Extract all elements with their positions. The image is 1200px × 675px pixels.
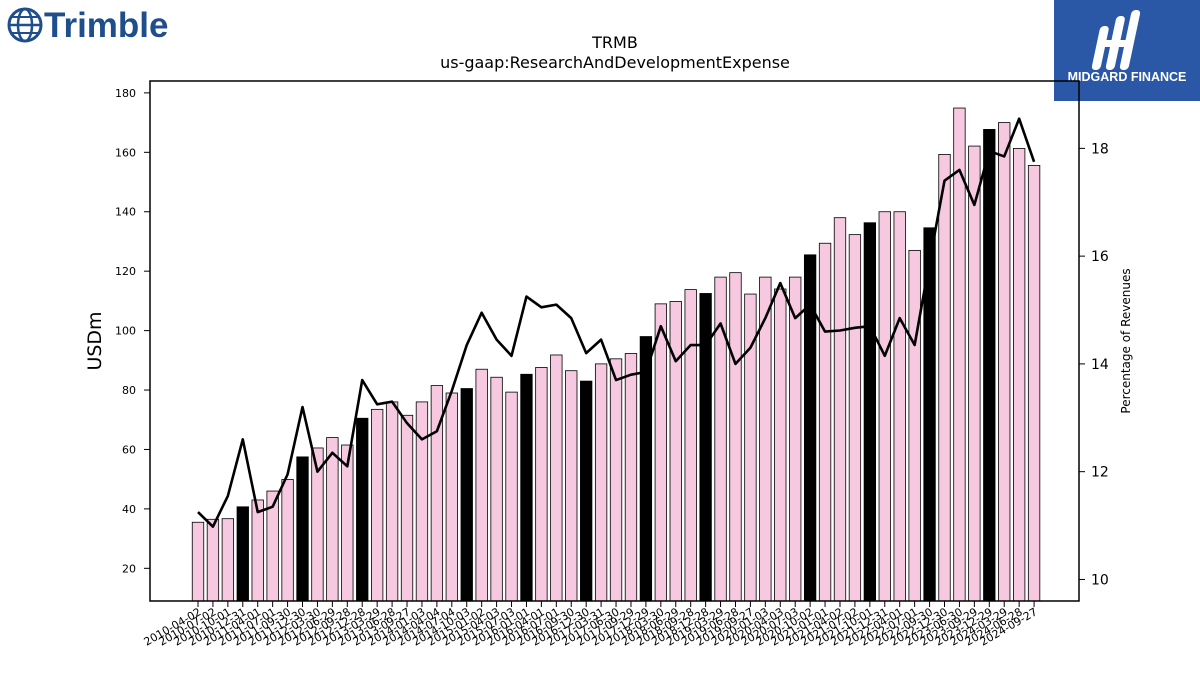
bar-2021-12-31: [878, 211, 891, 602]
bar-2023-12-29: [983, 129, 996, 602]
bars-layer: [191, 107, 1041, 602]
bar-2021-07-02: [848, 234, 862, 602]
bar-2019-06-28: [729, 272, 742, 602]
chart-title: TRMB: [591, 33, 638, 52]
trimble-logo: Trimble: [7, 6, 168, 45]
bar-2011-04-01: [251, 499, 264, 602]
y-tick-label: 100: [115, 325, 136, 338]
y2-tick-label: 14: [1091, 357, 1109, 373]
y-tick-label: 180: [115, 87, 136, 100]
bar-2013-06-28: [385, 401, 399, 602]
bar-2016-01-01: [520, 373, 533, 602]
chart-subtitle: us-gaap:ResearchAndDevelopmentExpense: [440, 53, 790, 72]
y-tick-label: 120: [115, 265, 136, 278]
bar-2017-03-31: [594, 363, 608, 602]
bar-2012-06-29: [326, 437, 339, 602]
bar-2013-09-27: [400, 414, 414, 602]
bar-2010-10-01: [221, 518, 235, 602]
y2-tick-label: 12: [1091, 465, 1109, 481]
bar-2011-09-30: [281, 479, 294, 602]
bar-2014-01-03: [415, 401, 429, 602]
bar-2022-04-01: [893, 211, 906, 602]
plot-frame: [149, 80, 1080, 602]
y-tick-label: 20: [122, 562, 136, 575]
midgard-mark-icon: MIDGARD FINANCE: [1068, 10, 1187, 84]
bar-2020-07-03: [789, 276, 802, 602]
percentage-of-revenues-line: [197, 117, 1036, 528]
bar-2015-07-03: [505, 391, 518, 602]
bar-2010-04-02: [191, 521, 205, 602]
globe-icon: [7, 7, 43, 43]
bar-2021-04-02: [833, 217, 847, 602]
bar-2024-09-27: [1027, 164, 1041, 602]
bar-2013-03-29: [371, 408, 384, 602]
bar-2015-01-02: [475, 368, 488, 602]
bar-2018-09-28: [684, 289, 697, 602]
right-y-axis: 10 12 14 16 18: [1079, 141, 1109, 588]
y-tick-label: 160: [115, 146, 136, 159]
y2-axis-label: Percentage of Revenues: [1119, 268, 1133, 413]
bar-2016-07-01: [550, 354, 563, 602]
bar-2017-09-29: [624, 353, 638, 602]
bar-2010-07-02: [206, 518, 220, 602]
x-axis: 2010-04-022010-07-022010-10-012010-12-31…: [142, 601, 1040, 649]
midgard-finance-logo: MIDGARD FINANCE: [1054, 0, 1200, 101]
y-axis-label: USDm: [84, 311, 106, 370]
bar-2024-03-29: [998, 122, 1011, 602]
bar-2021-10-01: [863, 222, 876, 602]
bar-2014-10-03: [460, 388, 473, 602]
y2-tick-label: 16: [1091, 249, 1109, 265]
bar-2022-07-01: [908, 249, 921, 602]
trimble-logo-text: Trimble: [44, 6, 168, 45]
bar-2018-06-29: [669, 301, 682, 602]
y-tick-label: 40: [122, 503, 136, 516]
bar-2011-12-30: [296, 456, 309, 602]
y-tick-label: 80: [122, 384, 136, 397]
bar-2017-12-29: [639, 336, 653, 602]
y-tick-label: 140: [115, 206, 136, 219]
bar-2018-03-30: [654, 303, 667, 602]
y-tick-label: 60: [122, 443, 136, 456]
left-y-axis: 20 40 60 80 100 120 140 160 180: [115, 87, 150, 575]
bar-2014-07-04: [445, 392, 458, 602]
bar-2012-09-28: [341, 444, 354, 602]
bar-2017-06-30: [609, 358, 623, 602]
bar-2023-09-29: [968, 145, 981, 602]
bar-2010-12-31: [236, 506, 249, 602]
midgard-logo-text: MIDGARD FINANCE: [1068, 70, 1187, 84]
bar-2021-01-01: [818, 242, 832, 602]
y2-tick-label: 18: [1091, 141, 1109, 157]
bar-2016-04-01: [535, 367, 548, 602]
bar-2020-04-03: [774, 288, 787, 602]
bar-2016-12-30: [580, 380, 593, 602]
bar-2024-06-28: [1013, 148, 1026, 602]
y2-tick-label: 10: [1091, 572, 1109, 588]
bar-2016-09-30: [565, 370, 578, 602]
bar-2015-04-03: [490, 376, 503, 602]
percentage-line-layer: [197, 117, 1036, 528]
bar-2022-12-30: [938, 153, 951, 602]
bar-2012-12-28: [356, 417, 369, 602]
